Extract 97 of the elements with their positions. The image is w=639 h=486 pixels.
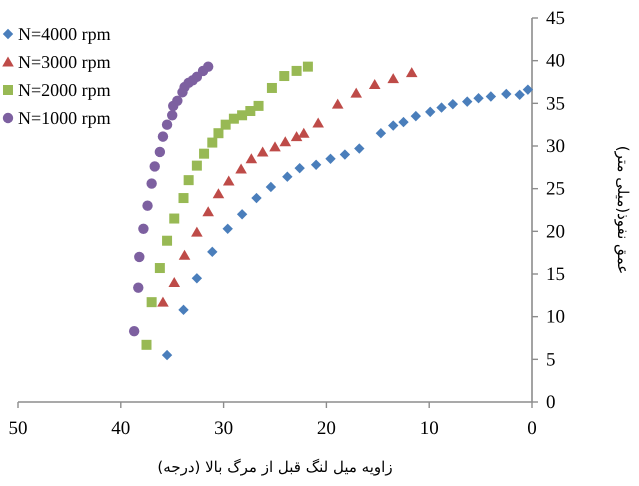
point	[236, 209, 248, 220]
point	[436, 102, 447, 113]
point	[354, 143, 364, 154]
point	[150, 161, 160, 172]
point	[310, 160, 322, 170]
point	[142, 340, 152, 350]
x-tick-label: 0	[527, 418, 537, 439]
x-tick-label: 20	[316, 418, 336, 439]
point	[142, 200, 153, 211]
point	[501, 88, 512, 100]
point	[406, 67, 418, 78]
x-tick-label: 40	[111, 418, 130, 439]
point	[266, 182, 276, 192]
point	[473, 93, 484, 104]
point	[191, 226, 203, 237]
point	[514, 90, 525, 100]
point	[254, 100, 264, 111]
y-tick-label: 25	[546, 178, 565, 200]
point	[290, 131, 302, 142]
point	[251, 192, 262, 204]
point	[245, 106, 256, 116]
point	[486, 91, 496, 102]
point	[522, 84, 534, 95]
y-tick-label: 5	[546, 349, 556, 370]
point	[169, 214, 180, 224]
y-tick-label: 10	[546, 306, 565, 328]
point	[172, 96, 183, 106]
point	[213, 128, 224, 138]
point	[220, 120, 231, 130]
point	[154, 146, 166, 158]
point	[294, 162, 305, 174]
point	[387, 73, 400, 84]
point	[376, 128, 386, 138]
point	[199, 148, 210, 159]
y-tick-label: 20	[546, 221, 565, 242]
point	[398, 116, 409, 128]
point	[340, 149, 350, 160]
point	[134, 252, 145, 262]
point	[266, 82, 277, 93]
point	[168, 277, 180, 288]
point	[154, 263, 165, 274]
point	[312, 117, 324, 128]
point	[462, 96, 472, 107]
point	[192, 273, 202, 284]
x-tick-label: 30	[214, 418, 234, 439]
point	[388, 120, 398, 131]
point	[298, 128, 310, 138]
y-tick-label: 30	[546, 136, 565, 157]
point	[146, 297, 157, 308]
point	[292, 66, 302, 76]
point	[325, 154, 336, 164]
point	[425, 106, 436, 118]
point	[128, 326, 140, 336]
x-tick-label: 10	[420, 418, 439, 439]
x-axis-title: زاویه میل لنگ قبل از مرگ بالا (درجه)	[157, 458, 393, 476]
y-tick-label: 15	[546, 264, 565, 285]
point	[178, 250, 190, 260]
point	[133, 282, 144, 293]
point	[192, 72, 202, 82]
point	[178, 304, 189, 316]
point	[222, 224, 233, 234]
point	[222, 175, 235, 186]
point	[207, 246, 218, 258]
point	[279, 136, 292, 146]
point	[184, 175, 194, 186]
y-tick-label: 0	[546, 392, 556, 413]
point	[207, 138, 218, 148]
point	[246, 153, 258, 164]
point	[162, 119, 172, 130]
point	[279, 71, 290, 82]
point	[212, 188, 224, 198]
point	[178, 193, 189, 204]
point	[368, 79, 381, 90]
y-tick-label: 45	[546, 8, 565, 29]
point	[192, 160, 202, 171]
point	[302, 62, 313, 72]
point	[158, 131, 168, 142]
y-axis-title: عمق نفوذ(میلی متر)	[614, 146, 632, 274]
point	[202, 206, 214, 216]
y-tick-label: 35	[546, 93, 565, 114]
point	[162, 350, 172, 360]
point	[410, 110, 422, 122]
point	[146, 178, 157, 189]
point	[269, 141, 281, 152]
point	[332, 98, 344, 109]
point	[282, 172, 293, 182]
y-tick-label: 40	[546, 50, 565, 72]
point	[350, 88, 362, 98]
point	[235, 164, 247, 174]
point	[162, 236, 172, 246]
point	[256, 146, 268, 156]
x-tick-label: 50	[8, 418, 28, 439]
point	[202, 61, 214, 72]
point	[167, 110, 178, 120]
point	[448, 98, 458, 110]
point	[157, 296, 169, 307]
point	[138, 224, 149, 234]
